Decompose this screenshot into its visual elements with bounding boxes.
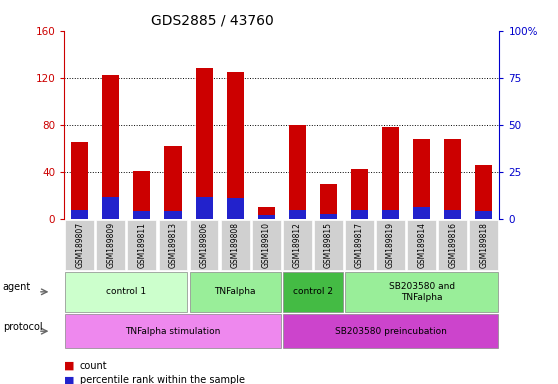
Bar: [382, 127, 399, 219]
Bar: [413, 207, 430, 219]
Bar: [165, 146, 181, 219]
Text: GSM189806: GSM189806: [200, 222, 209, 268]
Text: GSM189819: GSM189819: [386, 222, 395, 268]
Bar: [444, 139, 461, 219]
Bar: [413, 139, 430, 219]
Text: protocol: protocol: [3, 321, 42, 332]
Text: GSM189812: GSM189812: [293, 222, 302, 268]
Text: GSM189810: GSM189810: [262, 222, 271, 268]
Text: GDS2885 / 43760: GDS2885 / 43760: [151, 13, 273, 27]
Bar: [351, 210, 368, 219]
Text: GSM189807: GSM189807: [75, 222, 84, 268]
Bar: [258, 207, 275, 219]
Text: agent: agent: [3, 282, 31, 292]
Bar: [351, 169, 368, 219]
Bar: [71, 210, 88, 219]
Bar: [289, 125, 306, 219]
Bar: [320, 214, 337, 219]
Text: GSM189818: GSM189818: [479, 222, 488, 268]
Text: GSM189808: GSM189808: [230, 222, 239, 268]
Text: GSM189814: GSM189814: [417, 222, 426, 268]
Bar: [71, 142, 88, 219]
Text: TNFalpha stimulation: TNFalpha stimulation: [126, 327, 220, 336]
Text: ■: ■: [64, 361, 75, 371]
Text: GSM189817: GSM189817: [355, 222, 364, 268]
Bar: [102, 197, 119, 219]
Text: GSM189813: GSM189813: [169, 222, 177, 268]
Text: percentile rank within the sample: percentile rank within the sample: [80, 375, 245, 384]
Bar: [102, 75, 119, 219]
Text: count: count: [80, 361, 108, 371]
Bar: [195, 68, 213, 219]
Bar: [227, 198, 244, 219]
Bar: [133, 170, 151, 219]
Bar: [475, 211, 492, 219]
Text: SB203580 and
TNFalpha: SB203580 and TNFalpha: [388, 282, 455, 301]
Bar: [165, 211, 181, 219]
Text: ■: ■: [64, 375, 75, 384]
Text: GSM189811: GSM189811: [137, 222, 146, 268]
Bar: [227, 72, 244, 219]
Bar: [133, 211, 151, 219]
Bar: [195, 197, 213, 219]
Text: GSM189816: GSM189816: [448, 222, 457, 268]
Text: control 1: control 1: [106, 287, 146, 296]
Bar: [475, 165, 492, 219]
Text: SB203580 preincubation: SB203580 preincubation: [335, 327, 446, 336]
Text: GSM189815: GSM189815: [324, 222, 333, 268]
Bar: [289, 210, 306, 219]
Bar: [320, 184, 337, 219]
Text: TNFalpha: TNFalpha: [214, 287, 256, 296]
Bar: [258, 215, 275, 219]
Text: control 2: control 2: [293, 287, 333, 296]
Text: GSM189809: GSM189809: [107, 222, 116, 268]
Bar: [444, 210, 461, 219]
Bar: [382, 210, 399, 219]
